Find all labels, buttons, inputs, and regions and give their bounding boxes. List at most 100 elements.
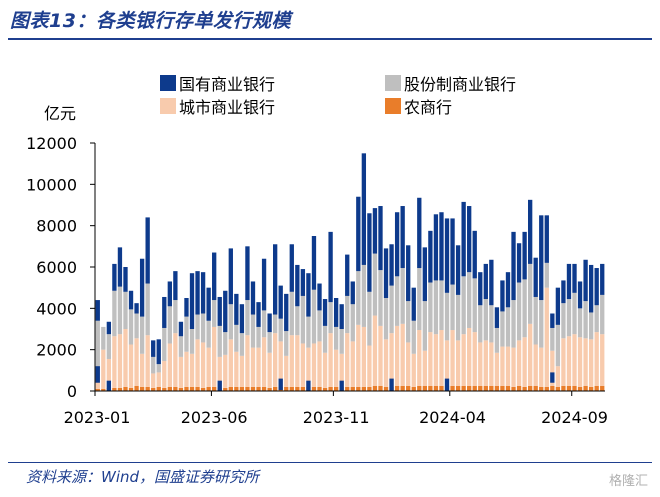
bar-segment-2: [145, 335, 150, 387]
legend-swatch: [160, 75, 176, 91]
bar-segment-2: [134, 338, 139, 386]
bar-segment-3: [467, 272, 472, 328]
bar-segment-4: [439, 212, 444, 281]
bar-segment-3: [134, 313, 139, 339]
bar-segment-2: [417, 330, 422, 386]
bar-segment-3: [228, 304, 233, 340]
bar-segment-2: [256, 347, 261, 387]
bar-segment-3: [566, 299, 572, 337]
bar-segment-1: [123, 386, 128, 391]
bar-segment-4: [411, 287, 416, 321]
bar-segment-2: [583, 338, 588, 386]
bar-segment-4: [317, 283, 322, 311]
bar-segment-2: [300, 343, 306, 387]
bar-segment-1: [472, 385, 477, 391]
bar-segment-3: [239, 333, 245, 356]
bar-segment-3: [406, 301, 411, 343]
bar-segment-3: [284, 331, 289, 356]
y-tick-label: 12000: [26, 134, 77, 153]
bar-segment-3: [223, 332, 228, 355]
bar-segment-1: [533, 385, 538, 391]
overlay-marker: [389, 378, 394, 391]
bar-segment-1: [505, 385, 511, 391]
bar-segment-2: [101, 349, 106, 389]
bar-segment-1: [173, 386, 178, 391]
bar-segment-2: [600, 334, 605, 386]
bar-segment-4: [328, 231, 333, 303]
bar-segment-3: [184, 316, 189, 352]
bar-segment-3: [356, 271, 361, 325]
bar-segment-4: [389, 244, 394, 286]
bar-segment-1: [561, 385, 566, 391]
bar-segment-3: [162, 327, 167, 362]
bar-segment-2: [411, 353, 416, 387]
bar-segment-4: [117, 247, 123, 287]
bar-segment-1: [394, 385, 400, 391]
bar-segment-2: [295, 335, 300, 387]
bar-segment-2: [117, 334, 123, 388]
bar-segment-1: [494, 385, 500, 391]
bar-segment-1: [577, 386, 583, 391]
overlay-marker: [339, 380, 344, 391]
bar-segment-4: [450, 218, 455, 285]
y-tick-label: 0: [67, 382, 77, 401]
bar-segment-2: [522, 337, 527, 387]
bar-segment-3: [400, 268, 405, 324]
bar-segment-4: [106, 321, 112, 335]
bar-segment-1: [250, 386, 256, 391]
bar-segment-2: [328, 333, 333, 387]
bar-segment-3: [361, 264, 367, 327]
bar-segment-1: [267, 387, 272, 391]
bar-segment-4: [489, 259, 494, 306]
bar-segment-2: [223, 354, 228, 388]
bar-segment-1: [228, 386, 233, 391]
bar-segment-3: [151, 356, 156, 374]
bar-segment-4: [400, 206, 405, 269]
bar-segment-2: [577, 337, 583, 387]
bar-segment-4: [250, 281, 256, 315]
bar-segment-1: [555, 386, 561, 391]
bar-segment-2: [322, 352, 328, 388]
bar-segment-1: [189, 386, 195, 391]
bar-segment-3: [261, 310, 267, 338]
bar-segment-4: [500, 280, 505, 312]
bar-segment-1: [289, 386, 294, 391]
bar-segment-4: [406, 245, 411, 302]
bar-segment-4: [472, 230, 477, 279]
bar-segment-1: [261, 386, 267, 391]
y-tick-label: 6000: [36, 258, 77, 277]
bar-segment-2: [306, 347, 311, 387]
bar-segment-4: [223, 290, 228, 333]
bar-segment-4: [267, 313, 272, 333]
bar-segment-4: [322, 299, 328, 326]
bar-segment-3: [317, 310, 322, 342]
bar-segment-1: [112, 387, 117, 391]
y-axis: 0 2000 4000 6000 8000 10000 12000: [26, 134, 95, 401]
bar-segment-2: [284, 355, 289, 387]
overlay-marker: [550, 372, 555, 383]
bar-segment-4: [494, 307, 500, 328]
bar-segment-1: [295, 386, 300, 391]
bar-segment-4: [289, 244, 294, 292]
bar-segment-2: [572, 334, 577, 386]
bar-segment-4: [273, 244, 278, 315]
bar-segment-1: [145, 386, 150, 391]
bar-segment-2: [128, 344, 134, 388]
bar-segment-1: [600, 385, 605, 391]
bar-segment-3: [378, 270, 383, 326]
bar-segment-1: [467, 385, 472, 391]
bar-segment-3: [389, 285, 394, 334]
bar-segment-3: [472, 278, 477, 333]
bar-segment-4: [594, 268, 599, 306]
bar-segment-3: [483, 299, 488, 341]
bar-segment-3: [539, 300, 544, 348]
bar-segment-2: [555, 366, 561, 387]
bar-segment-3: [522, 279, 527, 338]
bar-segment-4: [217, 296, 222, 326]
bar-segment-2: [467, 327, 472, 386]
bar-segment-4: [467, 206, 472, 273]
bar-segment-1: [206, 386, 211, 391]
bar-segment-3: [394, 276, 400, 326]
bar-segment-3: [533, 296, 538, 345]
